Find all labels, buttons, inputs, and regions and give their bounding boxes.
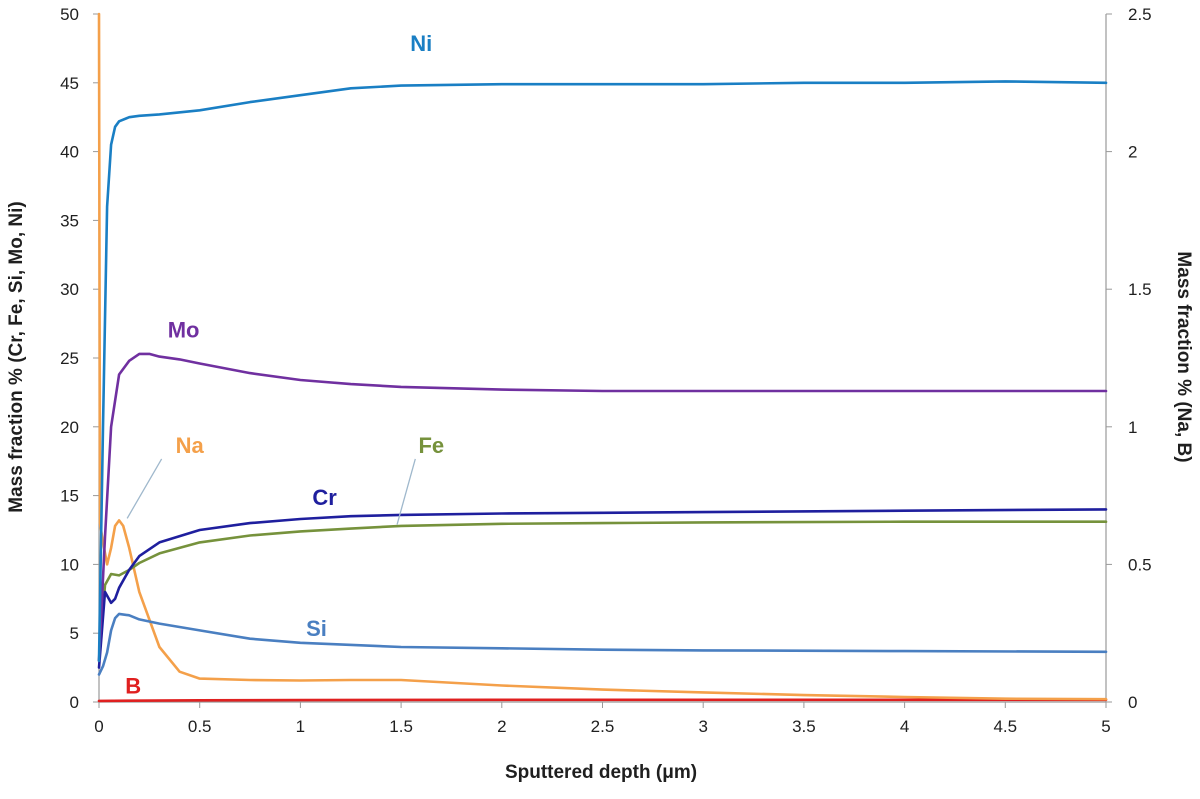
series-line-ni (97, 80, 1108, 662)
y2-tick-label: 2.5 (1128, 5, 1152, 24)
x-tick-label: 3 (698, 717, 707, 736)
series-labels: Ni Mo Na Fe Cr Si B (125, 31, 444, 699)
x-tick-label: 1.5 (389, 717, 413, 736)
y2-tick-label: 2 (1128, 143, 1137, 162)
series-label-cr: Cr (312, 485, 337, 510)
y2-tick-label: 0.5 (1128, 555, 1152, 574)
series-label-mo: Mo (168, 317, 200, 342)
series-label-na: Na (176, 433, 205, 458)
x-tick-label: 1 (296, 717, 305, 736)
x-axis-title: Sputtered depth (μm) (505, 762, 697, 783)
series-label-si: Si (306, 616, 327, 641)
y-tick-label: 5 (70, 624, 79, 643)
y-tick-label: 0 (70, 693, 79, 712)
series-label-fe: Fe (418, 433, 444, 458)
y-tick-label: 25 (60, 349, 79, 368)
series-line-b (97, 698, 1108, 703)
x-tick-label: 5 (1101, 717, 1110, 736)
y-tick-label: 50 (60, 5, 79, 24)
y2-tick-label: 1 (1128, 418, 1137, 437)
series-label-ni: Ni (410, 31, 432, 56)
y-tick-label: 15 (60, 487, 79, 506)
y2-tick-label: 0 (1128, 693, 1137, 712)
series-line-si (97, 612, 1108, 676)
na-leader-line (126, 458, 163, 519)
x-tick-label: 4.5 (993, 717, 1017, 736)
y-tick-label: 35 (60, 211, 79, 230)
x-tick-label: 0.5 (188, 717, 212, 736)
y-tick-label: 30 (60, 280, 79, 299)
x-tick-label: 2.5 (591, 717, 615, 736)
series-line-mo (97, 352, 1108, 662)
x-tick-label: 0 (94, 717, 103, 736)
series-line-fe (97, 520, 1108, 662)
y2-axis-title: Mass fraction % (Na, B) (1173, 251, 1194, 462)
y-tick-label: 10 (60, 555, 79, 574)
series-line-cr (97, 508, 1108, 669)
x-tick-label: 4 (900, 717, 909, 736)
series-label-b: B (125, 674, 141, 699)
series-lines (97, 12, 1108, 703)
y-axis-title: Mass fraction % (Cr, Fe, Si, Mo, Ni) (6, 201, 27, 512)
series-line-na (97, 12, 1108, 701)
y-tick-label: 20 (60, 418, 79, 437)
y-tick-label: 40 (60, 143, 79, 162)
fe-leader-line (396, 458, 416, 525)
x-tick-label: 3.5 (792, 717, 816, 736)
x-tick-label: 2 (497, 717, 506, 736)
y-tick-label: 45 (60, 74, 79, 93)
y2-tick-label: 1.5 (1128, 280, 1152, 299)
axes: 0 0.5 1 1.5 2 2.5 3 3.5 4 4.5 50510152025303540455… (60, 5, 1152, 736)
